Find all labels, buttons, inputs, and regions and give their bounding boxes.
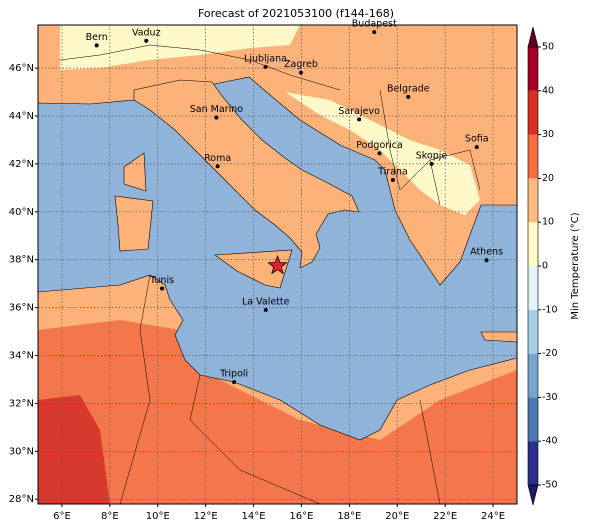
colorbar-tick-label: 0 [542,261,548,272]
city-label: Zagreb [284,59,318,70]
colorbar-tick-label: -40 [542,436,558,447]
y-tick-label: 40°N [9,207,34,218]
y-tick-label: 28°N [9,494,34,505]
city-label: Budapest [352,19,397,30]
x-tick-label: 16°E [289,511,313,522]
colorbar-bin [528,90,538,135]
y-tick-label: 36°N [9,303,34,314]
city-label: Bern [86,32,108,43]
city-dot [232,380,237,385]
city-label: Podgorica [356,140,403,151]
x-tick-label: 24°E [481,511,505,522]
corsica [123,152,147,192]
colorbar-bin [528,178,538,223]
city-label: Tunis [149,275,174,286]
colorbar-tick-label: -50 [542,480,558,491]
y-tick-label: 38°N [9,255,34,266]
colorbar-tick-label: 50 [542,42,554,53]
city-label: Athens [470,247,503,258]
city-dot [357,117,362,122]
colorbar-label: Min Temperature (°C) [570,212,581,319]
city-dot [298,70,303,75]
x-tick-label: 12°E [194,511,218,522]
city-label: Vaduz [132,27,161,38]
x-tick-label: 20°E [385,511,409,522]
italy [133,79,360,269]
city-dot [144,38,149,43]
city-dot [377,151,382,156]
colorbar-extend-max [527,26,539,48]
colorbar-bin [528,397,538,442]
colorbar-bin [528,441,538,485]
y-tick-label: 44°N [9,111,34,122]
city-dot [372,30,377,35]
x-tick-label: 6°E [53,511,71,522]
africa-hot [38,395,110,504]
city-dot [160,286,165,291]
colorbar-tick-label: -10 [542,304,558,315]
city-label: Sarajevo [338,106,380,117]
x-tick-label: 8°E [101,511,119,522]
city-label: San Marino [190,104,243,115]
city-label: Belgrade [387,83,430,94]
x-tick-label: 22°E [433,511,457,522]
x-tick-label: 10°E [146,511,170,522]
city-dot [214,115,219,120]
y-tick-label: 30°N [9,446,34,457]
x-tick-label: 18°E [337,511,361,522]
colorbar-bin [528,353,538,398]
y-tick-label: 32°N [9,398,34,409]
colorbar-bin [528,309,538,354]
city-dot [429,161,434,166]
colorbar-tick-label: 20 [542,173,554,184]
map-title: Forecast of 2021053100 (f144-168) [198,7,394,20]
city-dot [406,94,411,99]
borders [59,44,481,504]
balkans-cold [285,92,480,215]
city-label: Tripoli [219,369,248,380]
sardinia [114,195,154,252]
colorbar-bin [528,266,538,310]
colorbar-bin [528,47,538,91]
y-tick-label: 42°N [9,159,34,170]
map-frame [37,24,518,505]
city-label: Roma [204,153,231,164]
colorbar-tick-label: -30 [542,392,558,403]
y-tick-label: 34°N [9,351,34,362]
city-label: La Valette [242,297,290,308]
crete [480,331,517,343]
city-dot [215,164,220,169]
city-dot [263,64,268,69]
city-label: Ljubljana [244,53,287,64]
forecast-star [267,255,288,275]
colorbar-tick-label: 10 [542,217,554,228]
city-dot [263,308,268,313]
colorbar-bin [528,222,538,266]
city-dot [474,145,479,150]
city-label: Tirana [377,166,408,177]
city-dot [94,43,99,48]
city-label: Skopje [416,150,448,161]
city-dot [390,177,395,182]
y-tick-label: 46°N [9,63,34,74]
city-dot [484,258,489,263]
x-tick-label: 14°E [242,511,266,522]
colorbar-bin [528,134,538,179]
colorbar-extend-min [527,484,539,506]
colorbar-tick-label: -20 [542,348,558,359]
alps-cold [60,25,300,70]
city-label: Sofia [465,134,489,145]
colorbar-tick-label: 40 [542,85,554,96]
colorbar-tick-label: 30 [542,129,554,140]
